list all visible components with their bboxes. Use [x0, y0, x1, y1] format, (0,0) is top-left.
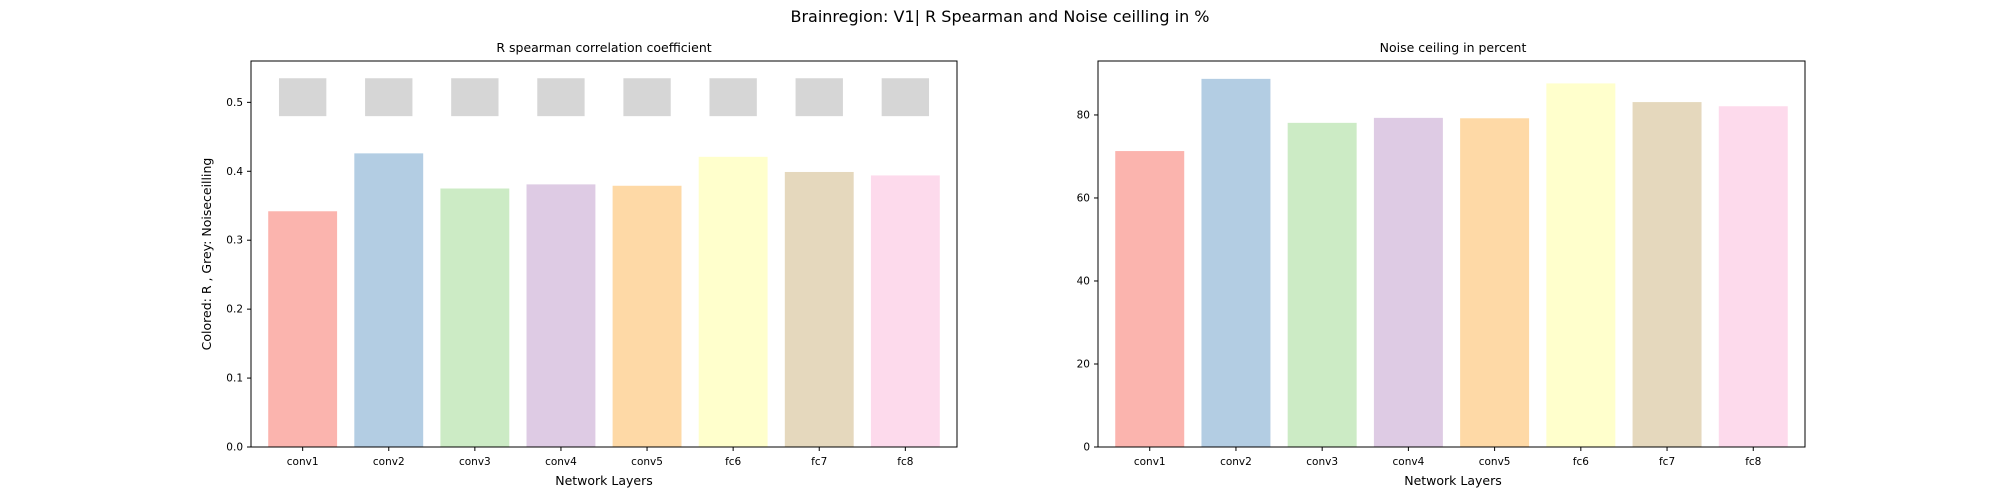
figure-title: Brainregion: V1| R Spearman and Noise ce…: [790, 7, 1209, 26]
right-chart-xtick-label: fc6: [1573, 456, 1589, 468]
right-chart-bar-conv3: [1287, 122, 1357, 447]
right-chart-xtick-label: conv3: [1306, 456, 1338, 468]
right-chart-ytick-label: 60: [1077, 192, 1090, 204]
right-chart-ytick-label: 0: [1083, 442, 1090, 454]
left-chart-ytick-label: 0.5: [226, 97, 243, 109]
left-chart-bar-conv5: [612, 185, 682, 447]
right-chart-xtick-label: fc7: [1659, 456, 1675, 468]
right-chart-bar-fc6: [1546, 83, 1616, 447]
left-chart-bar-conv2: [354, 153, 424, 447]
left-chart-noise-ceiling-fc6: [709, 78, 757, 117]
right-chart-bar-fc7: [1632, 102, 1702, 447]
left-chart-noise-ceiling-conv5: [623, 78, 671, 117]
left-chart-xtick-label: fc6: [725, 456, 741, 468]
left-chart-bar-fc7: [784, 171, 854, 447]
left-chart-ytick-label: 0.1: [226, 373, 243, 385]
right-chart-xlabel: Network Layers: [1404, 473, 1502, 488]
left-chart-ytick-label: 0.2: [226, 304, 243, 316]
left-chart-xtick-label: fc8: [897, 456, 913, 468]
left-chart: R spearman correlation coefficient Netwo…: [199, 40, 958, 488]
left-chart-ytick-label: 0.4: [226, 166, 243, 178]
left-chart-bar-fc6: [698, 156, 768, 447]
left-chart-xtick-label: fc7: [811, 456, 827, 468]
left-chart-noise-ceiling-fc8: [881, 78, 930, 117]
left-chart-noise-ceiling-conv2: [365, 78, 413, 117]
left-chart-ytick-label: 0.0: [226, 442, 243, 454]
left-chart-xlabel: Network Layers: [555, 473, 653, 488]
left-chart-noise-ceiling-fc7: [795, 78, 843, 117]
left-chart-bar-conv3: [440, 188, 510, 447]
left-chart-xtick-label: conv4: [545, 456, 577, 468]
left-chart-xtick-label: conv2: [373, 456, 405, 468]
right-chart-bar-conv4: [1373, 117, 1443, 447]
left-chart-noise-ceiling-conv4: [537, 78, 585, 117]
right-chart-bar-fc8: [1718, 106, 1788, 448]
left-chart-ytick-label: 0.3: [226, 235, 243, 247]
left-chart-xtick-label: conv1: [287, 456, 319, 468]
right-chart-xtick-label: conv1: [1134, 456, 1166, 468]
right-chart-xtick-label: fc8: [1745, 456, 1761, 468]
left-chart-bar-conv4: [526, 184, 596, 447]
right-chart-ytick-label: 20: [1077, 358, 1090, 370]
left-chart-noise-ceiling-conv3: [451, 78, 499, 117]
right-chart-axes-frame: [1097, 60, 1806, 448]
right-chart-title: Noise ceiling in percent: [1380, 40, 1527, 55]
right-chart-bar-conv2: [1201, 78, 1271, 447]
left-chart-noise-ceiling-conv1: [278, 78, 327, 117]
right-chart-ytick-label: 40: [1077, 275, 1090, 287]
right-chart-xtick-label: conv4: [1393, 456, 1425, 468]
left-chart-bar-fc8: [870, 175, 940, 447]
left-chart-xtick-label: conv3: [459, 456, 491, 468]
left-chart-bar-conv1: [268, 211, 338, 447]
right-chart-bar-conv5: [1460, 118, 1530, 448]
left-chart-xtick-label: conv5: [631, 456, 663, 468]
right-chart-xtick-label: conv2: [1220, 456, 1252, 468]
right-chart-ytick-label: 80: [1077, 109, 1090, 121]
left-chart-title: R spearman correlation coefficient: [496, 40, 711, 55]
right-chart-xtick-label: conv5: [1479, 456, 1511, 468]
right-chart-bar-conv1: [1115, 151, 1185, 448]
right-chart: Noise ceiling in percent Network Layers …: [1077, 40, 1806, 488]
left-chart-ylabel: Colored: R , Grey: Noiseceilling: [199, 158, 214, 351]
left-chart-axes-frame: [250, 60, 958, 448]
